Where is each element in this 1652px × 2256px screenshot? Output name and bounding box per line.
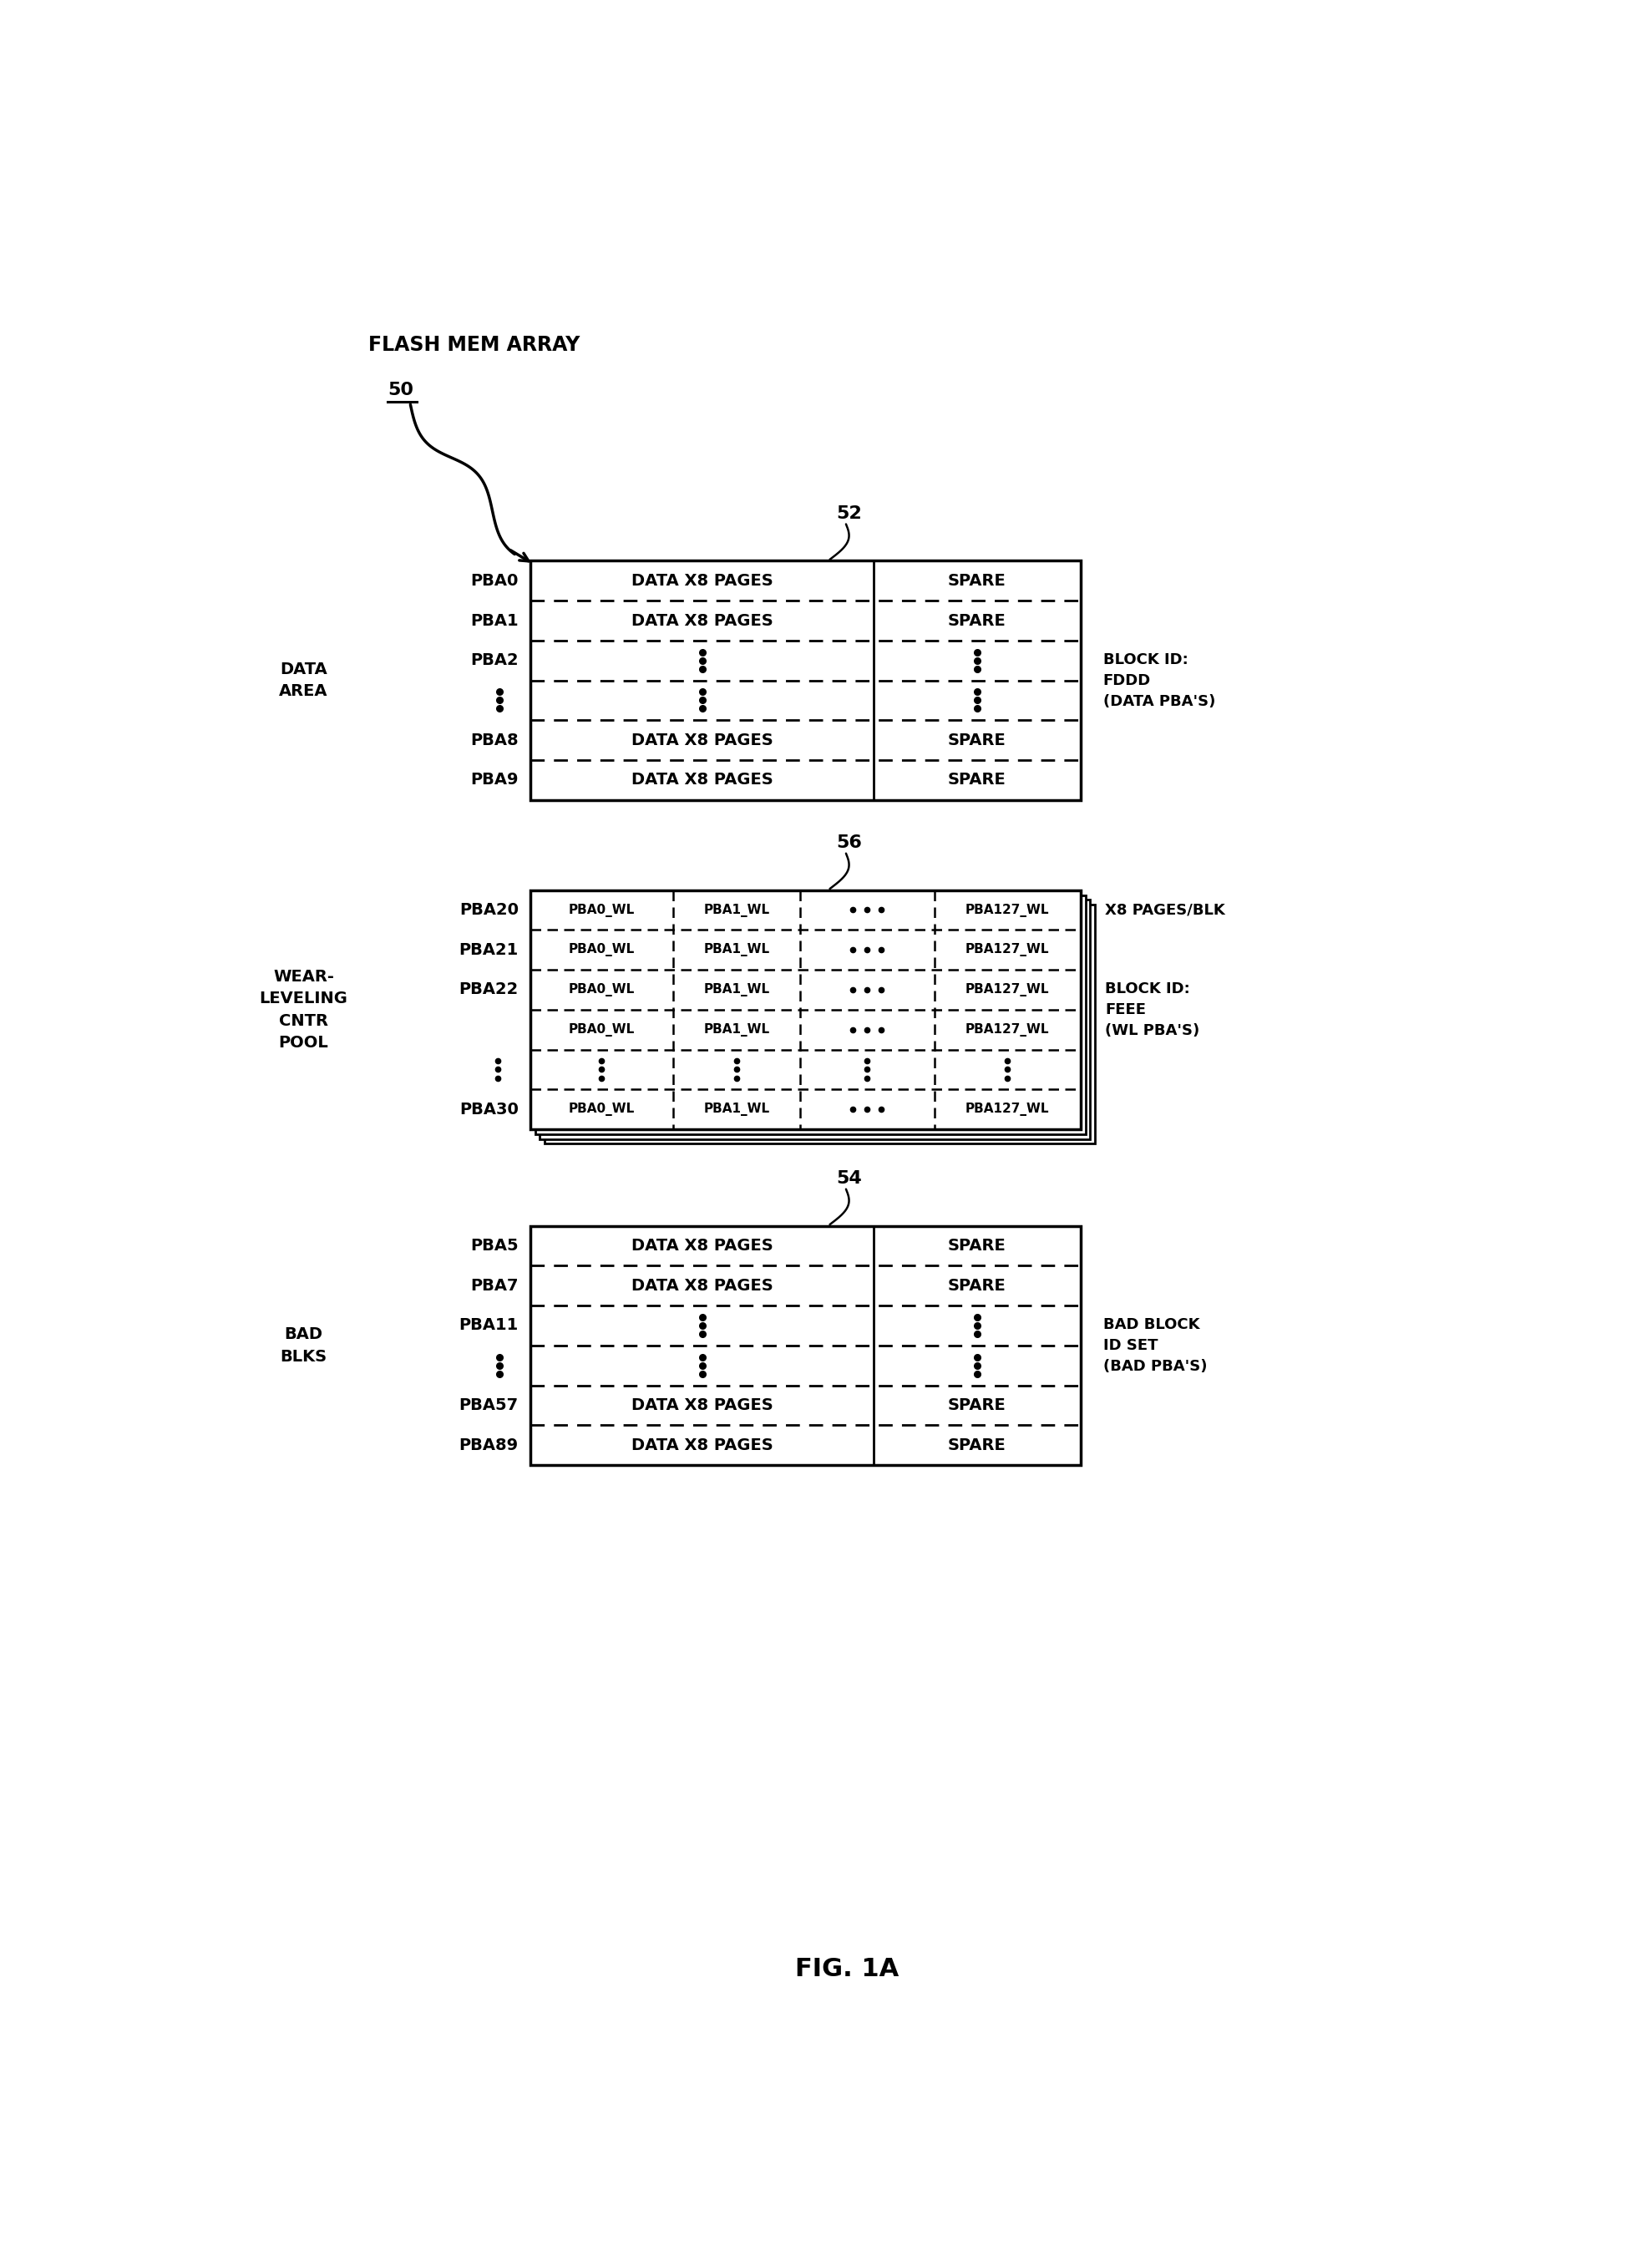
- Text: PBA0_WL: PBA0_WL: [568, 1022, 634, 1036]
- Text: PBA127_WL: PBA127_WL: [965, 984, 1049, 997]
- Text: DATA X8 PAGES: DATA X8 PAGES: [631, 733, 773, 749]
- Text: PBA21: PBA21: [459, 943, 519, 959]
- Text: 56: 56: [836, 835, 862, 851]
- Text: PBA1: PBA1: [471, 614, 519, 629]
- Text: PBA1_WL: PBA1_WL: [704, 1022, 770, 1036]
- Text: DATA
AREA: DATA AREA: [279, 661, 329, 699]
- Text: DATA X8 PAGES: DATA X8 PAGES: [631, 1277, 773, 1293]
- Text: PBA0_WL: PBA0_WL: [568, 984, 634, 997]
- Text: PBA0_WL: PBA0_WL: [568, 943, 634, 957]
- Text: DATA X8 PAGES: DATA X8 PAGES: [631, 1239, 773, 1254]
- Bar: [530, 891, 1080, 1130]
- Text: WEAR-
LEVELING
CNTR
POOL: WEAR- LEVELING CNTR POOL: [259, 968, 349, 1051]
- Text: PBA8: PBA8: [471, 733, 519, 749]
- Text: PBA0_WL: PBA0_WL: [568, 1103, 634, 1117]
- Text: BLOCK ID:
FDDD
(DATA PBA'S): BLOCK ID: FDDD (DATA PBA'S): [1104, 652, 1216, 708]
- Text: X8 PAGES/BLK: X8 PAGES/BLK: [1105, 902, 1226, 918]
- Text: SPARE: SPARE: [948, 772, 1006, 787]
- Text: PBA57: PBA57: [459, 1396, 519, 1412]
- Text: SPARE: SPARE: [948, 733, 1006, 749]
- Text: PBA7: PBA7: [471, 1277, 519, 1293]
- Text: 52: 52: [836, 505, 862, 521]
- Text: PBA30: PBA30: [459, 1101, 519, 1117]
- Text: PBA1_WL: PBA1_WL: [704, 984, 770, 997]
- Text: DATA X8 PAGES: DATA X8 PAGES: [631, 1396, 773, 1412]
- Text: PBA127_WL: PBA127_WL: [965, 1022, 1049, 1036]
- Text: PBA9: PBA9: [471, 772, 519, 787]
- Text: DATA X8 PAGES: DATA X8 PAGES: [631, 573, 773, 589]
- Text: PBA2: PBA2: [471, 652, 519, 668]
- Text: SPARE: SPARE: [948, 1437, 1006, 1453]
- Bar: [545, 905, 1095, 1144]
- Text: PBA5: PBA5: [471, 1239, 519, 1254]
- Text: PBA20: PBA20: [459, 902, 519, 918]
- Text: PBA127_WL: PBA127_WL: [965, 902, 1049, 916]
- Text: SPARE: SPARE: [948, 573, 1006, 589]
- Text: PBA11: PBA11: [459, 1318, 519, 1333]
- Text: FLASH MEM ARRAY: FLASH MEM ARRAY: [368, 334, 580, 354]
- Text: PBA1_WL: PBA1_WL: [704, 902, 770, 916]
- Text: BAD
BLKS: BAD BLKS: [281, 1327, 327, 1365]
- Text: SPARE: SPARE: [948, 1396, 1006, 1412]
- Text: 50: 50: [388, 381, 413, 399]
- Text: SPARE: SPARE: [948, 1239, 1006, 1254]
- Text: PBA89: PBA89: [459, 1437, 519, 1453]
- Text: SPARE: SPARE: [948, 1277, 1006, 1293]
- Text: PBA0_WL: PBA0_WL: [568, 902, 634, 916]
- Text: SPARE: SPARE: [948, 614, 1006, 629]
- Text: PBA22: PBA22: [459, 981, 519, 997]
- Text: DATA X8 PAGES: DATA X8 PAGES: [631, 772, 773, 787]
- Text: 54: 54: [836, 1171, 862, 1187]
- Bar: [530, 562, 1080, 801]
- Bar: [530, 1225, 1080, 1464]
- Bar: [535, 896, 1085, 1135]
- Text: BLOCK ID:
FEEE
(WL PBA'S): BLOCK ID: FEEE (WL PBA'S): [1105, 981, 1199, 1038]
- Text: PBA1_WL: PBA1_WL: [704, 943, 770, 957]
- Text: FIG. 1A: FIG. 1A: [795, 1958, 899, 1981]
- Text: PBA127_WL: PBA127_WL: [965, 943, 1049, 957]
- Bar: [540, 900, 1090, 1139]
- Text: PBA127_WL: PBA127_WL: [965, 1103, 1049, 1117]
- Text: DATA X8 PAGES: DATA X8 PAGES: [631, 1437, 773, 1453]
- Text: PBA1_WL: PBA1_WL: [704, 1103, 770, 1117]
- Text: DATA X8 PAGES: DATA X8 PAGES: [631, 614, 773, 629]
- Text: BAD BLOCK
ID SET
(BAD PBA'S): BAD BLOCK ID SET (BAD PBA'S): [1104, 1318, 1208, 1374]
- Text: PBA0: PBA0: [471, 573, 519, 589]
